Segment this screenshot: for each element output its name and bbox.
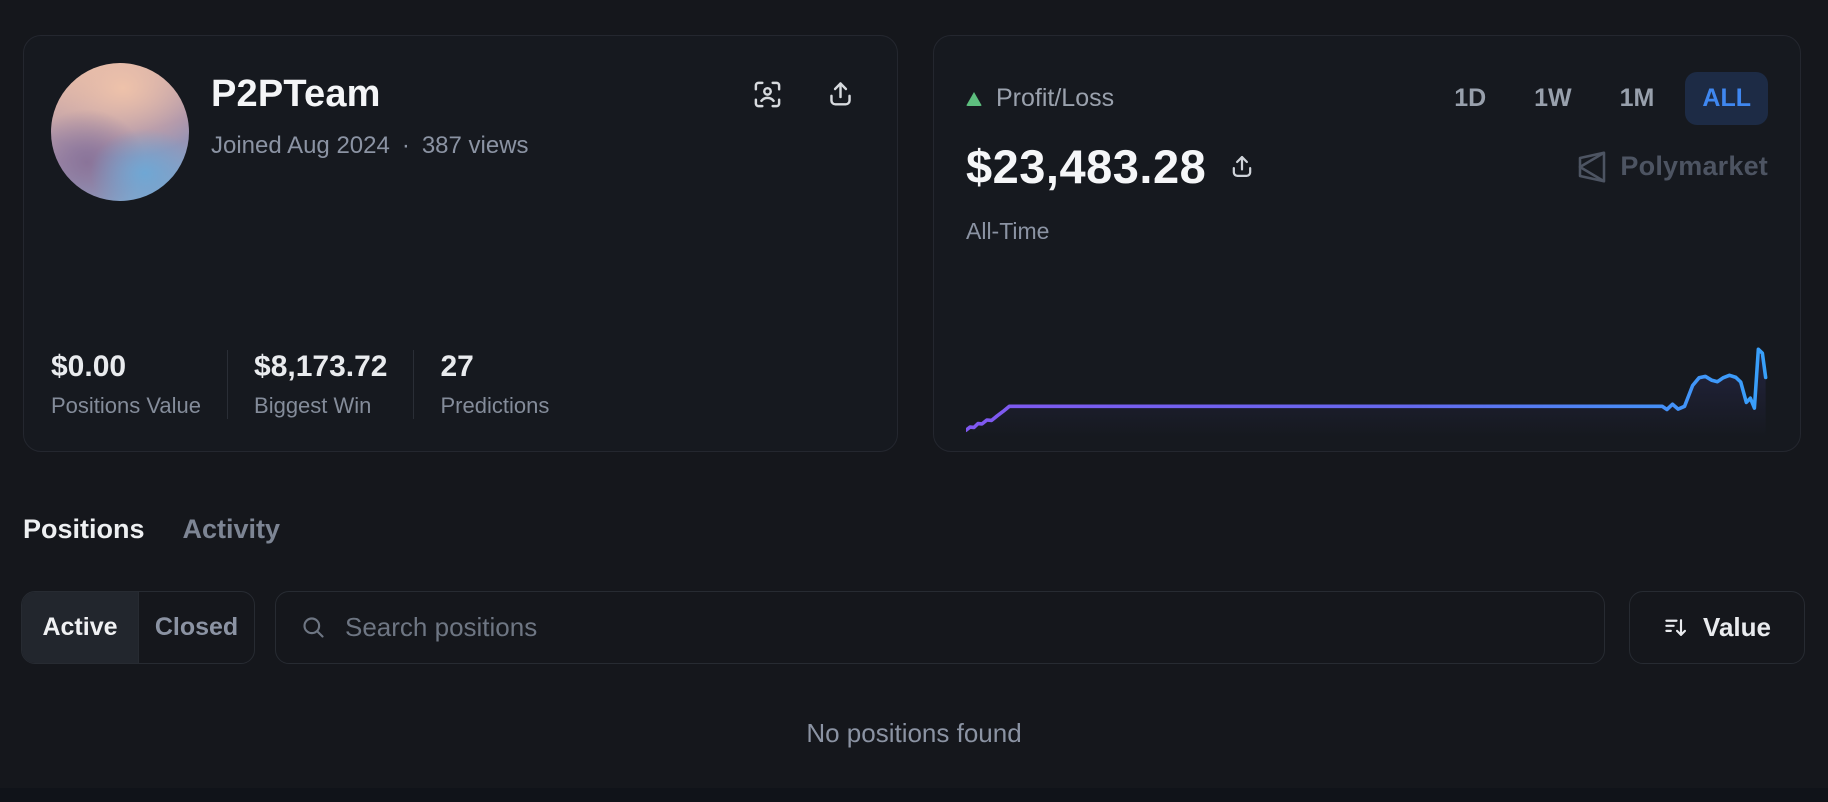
pnl-period: All-Time <box>966 218 1050 244</box>
profile-actions <box>752 63 856 110</box>
up-triangle-icon <box>966 91 982 106</box>
top-cards-row: P2PTeam Joined Aug 2024 · 387 views <box>23 35 1801 452</box>
views-count: 387 views <box>421 132 529 159</box>
range-all-button[interactable]: ALL <box>1685 72 1768 125</box>
stat-label: Predictions <box>440 393 550 418</box>
chart-area-fill <box>966 349 1766 437</box>
stat-predictions: 27 Predictions <box>440 350 549 419</box>
stat-label: Biggest Win <box>254 393 372 418</box>
avatar <box>51 63 189 201</box>
pnl-title: Profit/Loss <box>996 84 1115 112</box>
face-scan-icon <box>754 81 781 108</box>
search-icon <box>303 617 324 638</box>
joined-date: Joined Aug 2024 <box>211 132 390 159</box>
profile-stats: $0.00 Positions Value $8,173.72 Biggest … <box>51 350 870 419</box>
profile-info: P2PTeam Joined Aug 2024 · 387 views <box>211 63 529 160</box>
pnl-card: Profit/Loss 1D 1W 1M ALL $23,483.28 <box>933 35 1801 452</box>
stat-value: $8,173.72 <box>254 350 388 383</box>
profile-card: P2PTeam Joined Aug 2024 · 387 views <box>23 35 898 452</box>
profile-header: P2PTeam Joined Aug 2024 · 387 views <box>51 63 870 201</box>
stat-biggest-win: $8,173.72 Biggest Win <box>254 350 387 419</box>
polymarket-wordmark: Polymarket <box>1620 151 1768 181</box>
sort-label: Value <box>1703 612 1771 642</box>
stat-positions-value: $0.00 Positions Value <box>51 350 201 419</box>
sort-desc-icon <box>1665 619 1687 636</box>
face-scan-button[interactable] <box>752 79 783 110</box>
range-1d-button[interactable]: 1D <box>1437 72 1503 125</box>
pnl-chart-svg <box>966 347 1768 437</box>
status-segmented-control: Active Closed <box>21 591 255 664</box>
pnl-header: Profit/Loss 1D 1W 1M ALL <box>966 72 1768 125</box>
sort-value-button[interactable]: Value <box>1629 591 1805 664</box>
tab-positions[interactable]: Positions <box>23 514 145 544</box>
range-1w-button[interactable]: 1W <box>1517 72 1589 125</box>
stat-value: 27 <box>440 350 474 383</box>
search-input[interactable] <box>345 612 1580 643</box>
tab-activity[interactable]: Activity <box>182 514 281 544</box>
segment-active-button[interactable]: Active <box>22 592 138 663</box>
share-icon <box>1232 155 1252 177</box>
profile-name: P2PTeam <box>211 73 381 115</box>
range-1m-button[interactable]: 1M <box>1603 72 1672 125</box>
profile-meta: Joined Aug 2024 · 387 views <box>211 132 529 160</box>
time-range-selector: 1D 1W 1M ALL <box>1437 72 1768 125</box>
share-icon <box>830 82 851 106</box>
pnl-chart[interactable] <box>966 341 1768 437</box>
segment-closed-button[interactable]: Closed <box>138 592 254 663</box>
search-box[interactable] <box>275 591 1605 664</box>
pnl-amount-row: $23,483.28 Polymarket <box>966 139 1768 194</box>
stat-divider <box>413 350 415 419</box>
polymarket-logo-icon <box>1579 150 1606 183</box>
chart-line <box>966 347 1768 432</box>
share-pnl-button[interactable] <box>1228 153 1256 181</box>
stat-divider <box>227 350 229 419</box>
positions-toolbar: Active Closed Value <box>21 591 1805 664</box>
share-profile-button[interactable] <box>825 79 856 110</box>
polymarket-watermark: Polymarket <box>1574 149 1768 185</box>
section-tabs: Positions Activity <box>23 514 1828 545</box>
bottom-edge-bar <box>0 788 1828 802</box>
empty-message: No positions found <box>806 718 1022 748</box>
stat-value: $0.00 <box>51 350 127 383</box>
stat-label: Positions Value <box>51 393 202 418</box>
meta-dot-separator: · <box>401 132 410 159</box>
pnl-amount: $23,483.28 <box>966 140 1207 193</box>
